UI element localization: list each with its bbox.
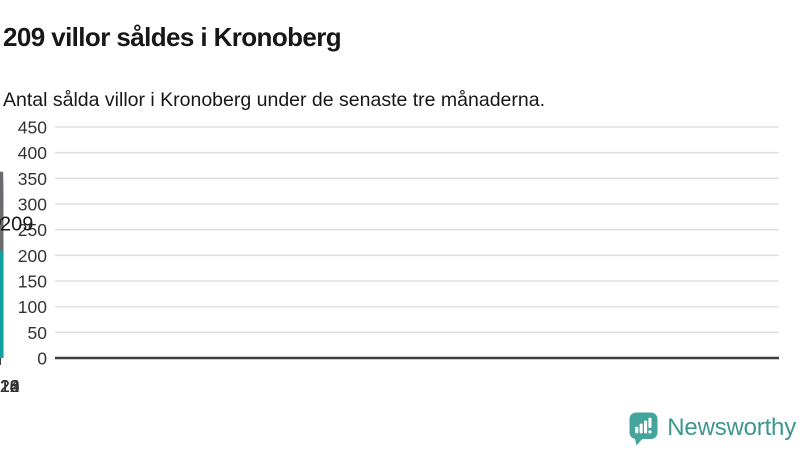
newsworthy-logo-icon xyxy=(629,412,658,446)
y-axis-tick-label: 50 xyxy=(28,323,48,343)
x-axis-tick-label: 2012 xyxy=(0,376,19,396)
y-axis-tick-label: 0 xyxy=(37,349,47,369)
x-axis-tick-label: 2020 xyxy=(0,376,20,396)
bar-chart: 0501001502002503003504004502012201420162… xyxy=(0,112,800,412)
x-axis-tick-label: 2014 xyxy=(0,376,20,396)
y-axis-tick-label: 150 xyxy=(18,272,47,292)
bar-chart-canvas: 0501001502002503003504004502012201420162… xyxy=(0,118,779,396)
y-axis-tick-label: 200 xyxy=(18,246,47,266)
x-axis-tick-label: 2024 xyxy=(0,376,20,396)
x-axis-tick-label: 2018 xyxy=(0,376,19,396)
x-axis-tick-label: 2026 xyxy=(0,376,19,396)
highlight-bar xyxy=(0,250,4,358)
brand-footer: Newsworthy xyxy=(627,409,796,447)
y-axis-tick-label: 250 xyxy=(18,220,47,240)
y-axis-tick-label: 400 xyxy=(18,143,47,163)
page-title: 209 villor såldes i Kronoberg xyxy=(3,22,342,53)
brand-name: Newsworthy xyxy=(667,414,796,441)
chart-subtitle: Antal sålda villor i Kronoberg under de … xyxy=(3,88,545,111)
y-axis-tick-label: 450 xyxy=(18,118,47,138)
y-axis-tick-label: 300 xyxy=(18,195,47,215)
y-axis-tick-label: 350 xyxy=(18,169,47,189)
y-axis-tick-label: 100 xyxy=(18,297,47,317)
last-value-label: 209 xyxy=(0,214,33,236)
x-axis-tick-label: 2016 xyxy=(0,376,19,396)
